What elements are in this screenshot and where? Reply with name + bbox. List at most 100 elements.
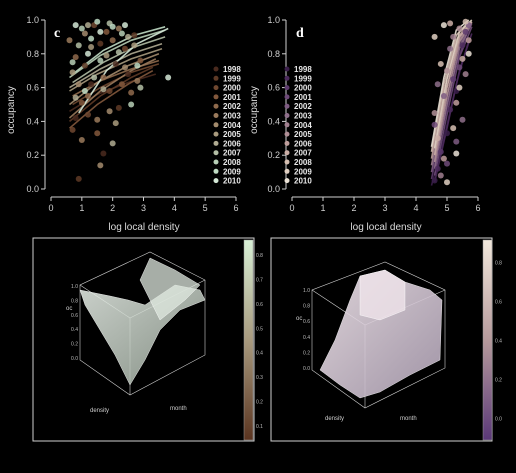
legend-marker-2007 bbox=[213, 150, 219, 156]
data-point-1999 bbox=[75, 175, 82, 182]
x-tick-label: 4 bbox=[413, 203, 418, 213]
legend-label-2006: 2006 bbox=[223, 139, 241, 148]
fit-curve-2010 bbox=[430, 19, 470, 147]
y-tick-label: 0.0 bbox=[26, 184, 39, 194]
data-point-2003 bbox=[94, 116, 101, 123]
data-point-2008 bbox=[450, 125, 457, 132]
y-tick-label: 0.2 bbox=[26, 150, 39, 160]
data-point-2000 bbox=[122, 45, 128, 52]
data-point-1999 bbox=[459, 42, 466, 49]
data-point-1998 bbox=[100, 150, 107, 157]
data-point-2005 bbox=[88, 44, 95, 51]
data-point-2007 bbox=[434, 135, 441, 142]
data-point-2009 bbox=[94, 18, 101, 25]
data-point-2007 bbox=[447, 20, 454, 27]
legend-marker-2008 bbox=[284, 159, 290, 165]
data-point-2004 bbox=[462, 71, 469, 78]
colorbar-tick-label: 0.5 bbox=[256, 326, 263, 332]
legend-label-2007: 2007 bbox=[294, 149, 312, 158]
data-point-2004 bbox=[437, 172, 444, 179]
data-point-2006 bbox=[440, 155, 447, 162]
legend-marker-1999 bbox=[284, 75, 290, 81]
data-point-2001 bbox=[118, 81, 125, 88]
fit-curve-1999 bbox=[68, 66, 154, 123]
data-point-2000 bbox=[85, 111, 91, 118]
data-point-2003 bbox=[447, 45, 454, 52]
colorbar-tick-label: 0.3 bbox=[256, 375, 263, 381]
legend-marker-2007 bbox=[284, 150, 290, 156]
data-point-2007 bbox=[75, 42, 82, 49]
data-point-2003 bbox=[134, 77, 141, 84]
data-point-2003 bbox=[115, 25, 122, 32]
z-tick-label: 0.6 bbox=[303, 319, 310, 325]
data-point-2010 bbox=[122, 22, 128, 29]
colorbar-right bbox=[482, 239, 493, 441]
data-point-2005 bbox=[456, 25, 463, 32]
legend-marker-1998 bbox=[213, 66, 219, 72]
data-point-2001 bbox=[94, 130, 101, 137]
data-point-2008 bbox=[128, 101, 135, 108]
surface-left-zlabel: oc bbox=[66, 306, 72, 312]
data-point-1999 bbox=[131, 32, 138, 39]
data-point-2004 bbox=[81, 30, 88, 37]
z-tick-label: 0.6 bbox=[71, 313, 78, 319]
legend-marker-2003 bbox=[284, 113, 290, 118]
legend-label-1998: 1998 bbox=[223, 65, 241, 74]
surface-right-ylabel: month bbox=[400, 416, 417, 422]
z-tick-label: 0.0 bbox=[303, 366, 310, 372]
data-point-2004 bbox=[106, 108, 113, 115]
x-tick-label: 1 bbox=[79, 203, 84, 213]
y-tick-label: 0.8 bbox=[267, 49, 280, 59]
legend-label-2008: 2008 bbox=[294, 158, 312, 167]
x-tick-label: 2 bbox=[110, 203, 115, 213]
data-point-2007 bbox=[91, 74, 98, 81]
data-point-2001 bbox=[103, 28, 110, 35]
data-point-2009 bbox=[444, 179, 450, 186]
surface-right-sheet bbox=[319, 269, 443, 399]
legend-label-2001: 2001 bbox=[294, 93, 312, 102]
y-axis-label-d: occupancy bbox=[249, 86, 260, 134]
x-tick-label: 3 bbox=[382, 203, 387, 213]
surface-panel-right: 0.8 0.6 0.4 0.2 0.0 1.0 0.8 0.6 0.4 0.2 0.0 oc de… bbox=[270, 237, 502, 442]
scatter-panel-d: d 0 1 2 3 4 5 6 0.0 0.2 0.4 0.6 0.8 1.0 199819992000… bbox=[249, 15, 481, 233]
legend-marker-2008 bbox=[213, 159, 219, 165]
data-point-1998 bbox=[72, 115, 79, 122]
data-point-1999 bbox=[97, 40, 104, 47]
data-point-2002 bbox=[440, 93, 447, 100]
y-tick-label: 0.6 bbox=[26, 83, 39, 93]
surface-panel-left: 0.8 0.7 0.6 0.5 0.4 0.3 0.2 0.1 1.0 0.8 0.6 0.4 0.2… bbox=[32, 237, 263, 442]
data-point-2001 bbox=[444, 160, 450, 167]
z-tick-label: 0.8 bbox=[71, 298, 78, 304]
data-point-2009 bbox=[109, 23, 116, 30]
colorbar-tick-label: 0.4 bbox=[495, 339, 502, 345]
data-point-2008 bbox=[118, 30, 125, 37]
data-point-2003 bbox=[434, 81, 441, 88]
data-point-2010 bbox=[440, 22, 447, 29]
y-tick-label: 0.4 bbox=[267, 116, 280, 126]
data-point-1999 bbox=[434, 165, 441, 172]
data-point-2009 bbox=[431, 33, 438, 40]
data-point-2006 bbox=[100, 86, 107, 93]
data-point-1998 bbox=[431, 177, 438, 184]
data-point-2002 bbox=[128, 89, 135, 96]
x-tick-label: 6 bbox=[233, 203, 238, 213]
data-point-2008 bbox=[462, 18, 469, 25]
legend-label-2004: 2004 bbox=[294, 121, 312, 130]
y-tick-label: 0.0 bbox=[267, 184, 280, 194]
data-point-2002 bbox=[453, 138, 460, 145]
data-point-2008 bbox=[69, 59, 76, 66]
legend-marker-2009 bbox=[284, 168, 290, 174]
x-tick-label: 1 bbox=[320, 203, 325, 213]
x-tick-label: 4 bbox=[172, 203, 177, 213]
fit-curve-1999 bbox=[433, 33, 473, 183]
data-point-2006 bbox=[125, 33, 132, 40]
surface-right-sheet-top bbox=[359, 269, 406, 321]
data-point-2009 bbox=[88, 35, 95, 42]
data-point-2008 bbox=[78, 25, 85, 32]
legend-marker-1998 bbox=[284, 66, 290, 72]
data-point-2006 bbox=[72, 94, 79, 101]
colorbar-tick-label: 0.2 bbox=[495, 378, 502, 384]
legend-label-2003: 2003 bbox=[294, 112, 312, 121]
x-axis-label-d: log local density bbox=[350, 222, 421, 233]
x-tick-label: 5 bbox=[203, 203, 208, 213]
